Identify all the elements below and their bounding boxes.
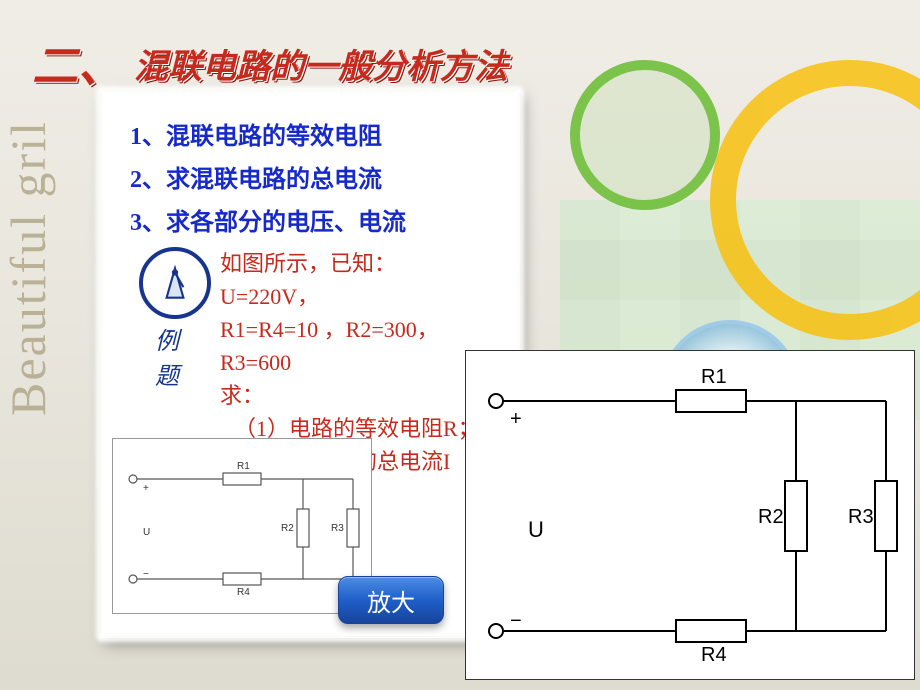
circuit-large: R1 R4 R2 R3 + − U: [465, 350, 915, 680]
svg-text:U: U: [143, 527, 150, 538]
circuit-thumbnail: R1 R4 R2 R3 + − U: [112, 438, 372, 614]
svg-text:U: U: [528, 517, 544, 542]
example-given-2: R1=R4=10 ，R2=300，: [220, 313, 490, 346]
svg-text:R2: R2: [281, 523, 294, 534]
svg-text:+: +: [143, 483, 149, 494]
example-given-3: R3=600: [220, 346, 490, 379]
section-title: 二、 混联电路的一般分析方法: [32, 30, 508, 96]
svg-text:R4: R4: [701, 644, 727, 666]
list-item-3: 3、求各部分的电压、电流: [130, 202, 490, 237]
decor-circle-yellow: [710, 60, 920, 340]
title-text: 混联电路的一般分析方法: [134, 39, 508, 88]
list-item-1: 1、混联电路的等效电阻: [130, 116, 490, 151]
enlarge-button[interactable]: 放大: [338, 576, 444, 624]
example-ask: 求：: [220, 379, 490, 412]
metronome-icon: [139, 247, 211, 319]
decor-circle-green: [570, 60, 720, 210]
svg-text:−: −: [510, 610, 522, 632]
svg-text:R2: R2: [758, 506, 784, 528]
title-bullet: 二、: [32, 30, 124, 96]
svg-text:−: −: [143, 569, 149, 580]
svg-text:R3: R3: [331, 523, 344, 534]
list-item-2: 2、求混联电路的总电流: [130, 159, 490, 194]
svg-text:R4: R4: [237, 587, 250, 598]
enlarge-button-label: 放大: [367, 583, 415, 618]
svg-text:R3: R3: [848, 506, 874, 528]
svg-text:+: +: [510, 408, 522, 430]
svg-text:R1: R1: [237, 461, 250, 472]
side-script-text: Beautiful gril: [5, 120, 53, 416]
example-caption: 例 题: [130, 321, 220, 391]
example-given-1: 如图所示，已知：U=220V，: [220, 247, 490, 313]
svg-text:R1: R1: [701, 366, 727, 388]
